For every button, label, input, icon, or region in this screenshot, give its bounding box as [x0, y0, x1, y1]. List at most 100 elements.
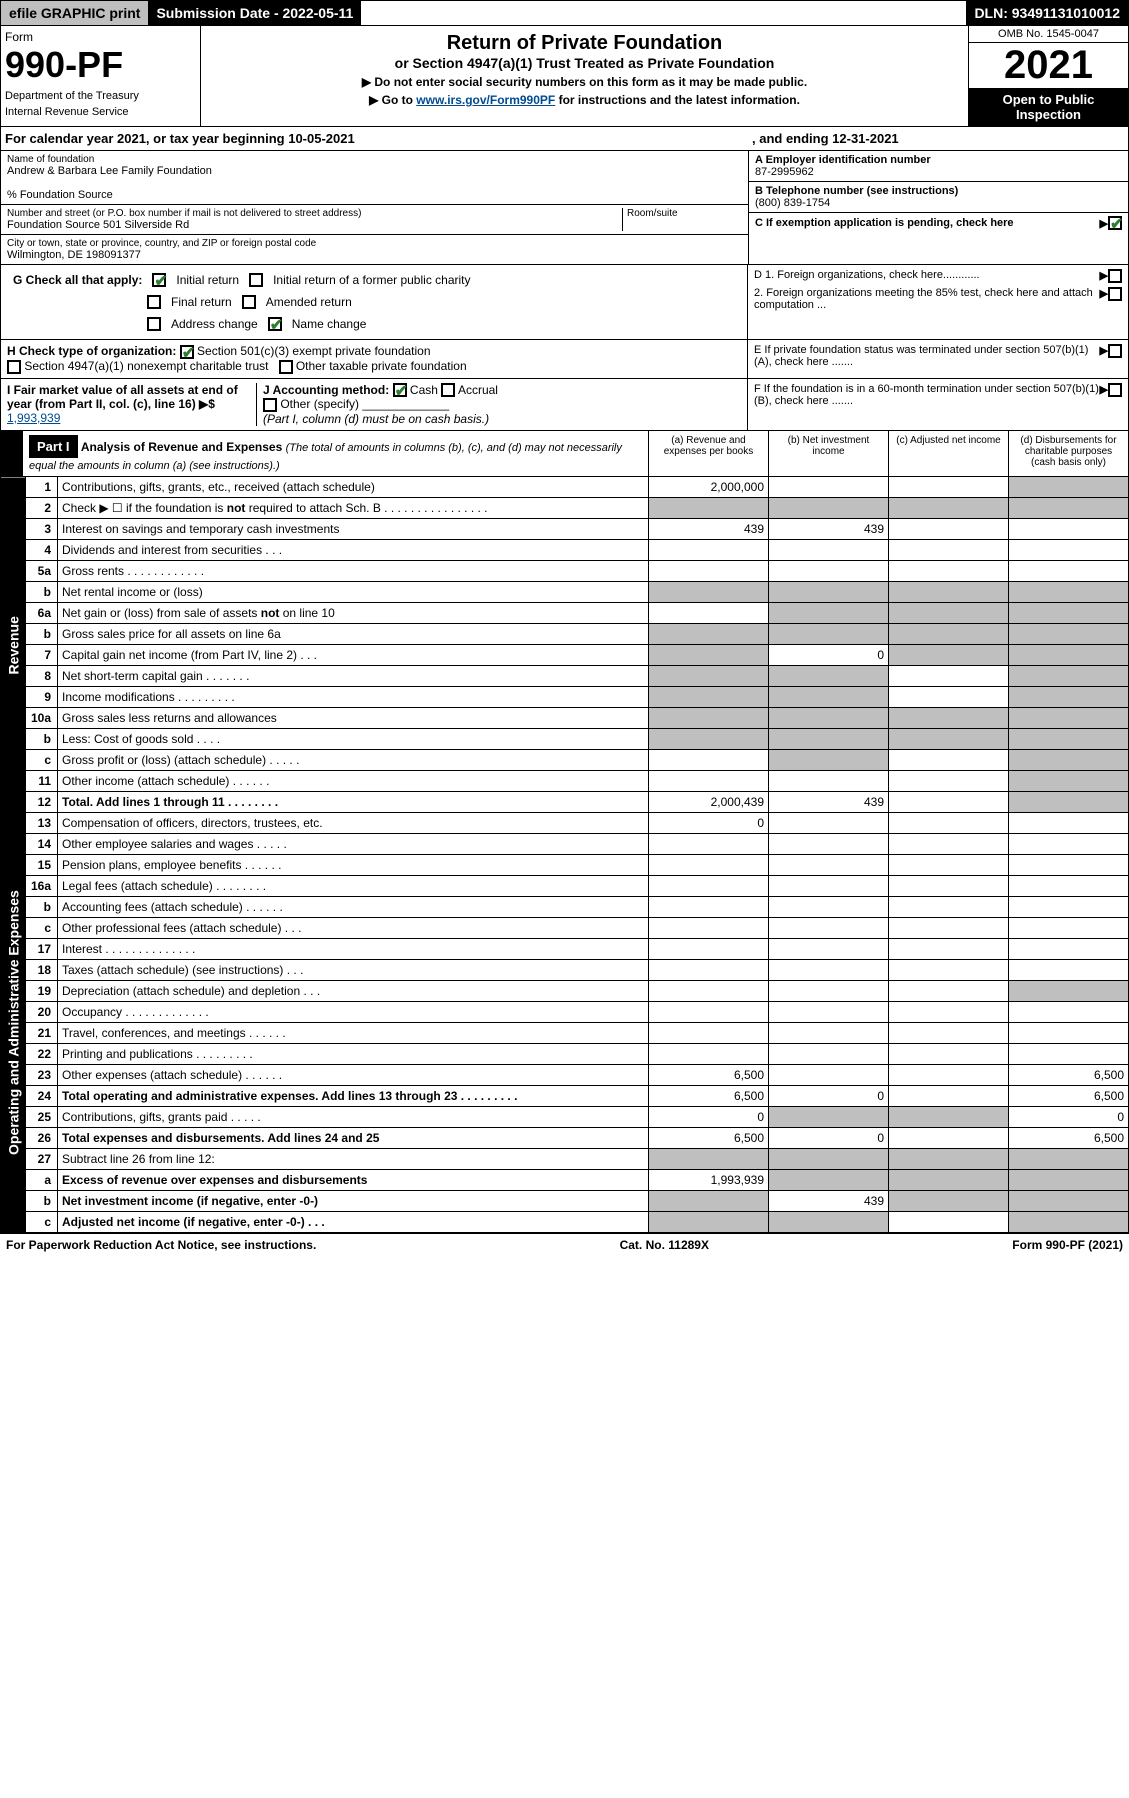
row-number: 13	[26, 813, 58, 834]
table-row: bAccounting fees (attach schedule) . . .…	[1, 897, 1129, 918]
table-row: 26Total expenses and disbursements. Add …	[1, 1128, 1129, 1149]
row-description: Other income (attach schedule) . . . . .…	[58, 771, 649, 792]
c-pending-checkbox[interactable]	[1108, 216, 1122, 230]
d2-label: 2. Foreign organizations meeting the 85%…	[754, 287, 1100, 311]
value-cell	[889, 876, 1009, 897]
row-description: Accounting fees (attach schedule) . . . …	[58, 897, 649, 918]
table-row: 27Subtract line 26 from line 12:	[1, 1149, 1129, 1170]
value-cell	[1009, 498, 1129, 519]
value-cell	[649, 1149, 769, 1170]
value-cell: 0	[769, 1086, 889, 1107]
part1-table: Revenue1Contributions, gifts, grants, et…	[0, 477, 1129, 1233]
value-cell	[649, 561, 769, 582]
h-501c3-checkbox[interactable]	[180, 345, 194, 359]
j-other-label: Other (specify)	[280, 397, 359, 411]
phone-label: B Telephone number (see instructions)	[755, 185, 1122, 197]
i-value[interactable]: 1,993,939	[7, 411, 60, 425]
h-4947-checkbox[interactable]	[7, 360, 21, 374]
top-bar: efile GRAPHIC print Submission Date - 20…	[0, 0, 1129, 26]
row-number: 22	[26, 1044, 58, 1065]
d1-checkbox[interactable]	[1108, 269, 1122, 283]
value-cell	[889, 477, 1009, 498]
city-label: City or town, state or province, country…	[7, 238, 742, 249]
value-cell	[889, 897, 1009, 918]
value-cell	[649, 540, 769, 561]
row-number: 19	[26, 981, 58, 1002]
value-cell: 0	[649, 1107, 769, 1128]
j-cash-checkbox[interactable]	[393, 383, 407, 397]
row-description: Contributions, gifts, grants, etc., rece…	[58, 477, 649, 498]
value-cell: 0	[1009, 1107, 1129, 1128]
initial-return-label: Initial return	[176, 273, 239, 287]
value-cell	[1009, 855, 1129, 876]
efile-label[interactable]: efile GRAPHIC print	[1, 1, 148, 25]
form990pf-link[interactable]: www.irs.gov/Form990PF	[416, 93, 555, 107]
row-number: 17	[26, 939, 58, 960]
form-number: 990-PF	[5, 44, 196, 86]
arrow-icon: ▶	[1100, 287, 1108, 311]
j-accrual-checkbox[interactable]	[441, 383, 455, 397]
value-cell	[1009, 645, 1129, 666]
table-row: Revenue1Contributions, gifts, grants, et…	[1, 477, 1129, 498]
table-row: 16aLegal fees (attach schedule) . . . . …	[1, 876, 1129, 897]
name-change-checkbox[interactable]	[268, 317, 282, 331]
arrow-icon: ▶	[1100, 383, 1108, 427]
row-description: Other professional fees (attach schedule…	[58, 918, 649, 939]
expenses-side-label: Operating and Administrative Expenses	[1, 813, 26, 1233]
row-description: Depreciation (attach schedule) and deple…	[58, 981, 649, 1002]
e-checkbox[interactable]	[1108, 344, 1122, 358]
value-cell	[1009, 708, 1129, 729]
value-cell	[769, 771, 889, 792]
value-cell	[769, 1170, 889, 1191]
row-description: Net investment income (if negative, ente…	[58, 1191, 649, 1212]
initial-return-checkbox[interactable]	[152, 273, 166, 287]
value-cell	[769, 687, 889, 708]
value-cell	[649, 1044, 769, 1065]
value-cell	[769, 1149, 889, 1170]
value-cell: 2,000,000	[649, 477, 769, 498]
value-cell	[649, 1002, 769, 1023]
value-cell	[769, 750, 889, 771]
value-cell: 0	[769, 645, 889, 666]
value-cell	[769, 834, 889, 855]
amended-return-checkbox[interactable]	[242, 295, 256, 309]
row-number: 8	[26, 666, 58, 687]
value-cell	[889, 498, 1009, 519]
value-cell	[1009, 603, 1129, 624]
value-cell: 6,500	[649, 1065, 769, 1086]
value-cell	[649, 1212, 769, 1233]
value-cell	[1009, 939, 1129, 960]
initial-former-checkbox[interactable]	[249, 273, 263, 287]
final-return-checkbox[interactable]	[147, 295, 161, 309]
j-other-checkbox[interactable]	[263, 398, 277, 412]
h-other-checkbox[interactable]	[279, 360, 293, 374]
h-label: H Check type of organization:	[7, 344, 176, 358]
col-a-head: (a) Revenue and expenses per books	[648, 431, 768, 476]
f-checkbox[interactable]	[1108, 383, 1122, 397]
table-row: bLess: Cost of goods sold . . . .	[1, 729, 1129, 750]
d1-label: D 1. Foreign organizations, check here..…	[754, 269, 1100, 283]
value-cell	[649, 876, 769, 897]
footer-left: For Paperwork Reduction Act Notice, see …	[6, 1238, 316, 1252]
row-number: 23	[26, 1065, 58, 1086]
omb-number: OMB No. 1545-0047	[969, 26, 1128, 43]
e-label: E If private foundation status was termi…	[754, 344, 1100, 374]
d2-checkbox[interactable]	[1108, 287, 1122, 301]
ein-label: A Employer identification number	[755, 154, 1122, 166]
table-row: 24Total operating and administrative exp…	[1, 1086, 1129, 1107]
form-label: Form	[5, 30, 196, 44]
instr2-prefix: ▶ Go to	[369, 93, 416, 107]
j-accrual-label: Accrual	[458, 383, 498, 397]
value-cell	[649, 666, 769, 687]
address-change-checkbox[interactable]	[147, 317, 161, 331]
address-label: Number and street (or P.O. box number if…	[7, 208, 622, 219]
value-cell	[649, 918, 769, 939]
value-cell	[769, 1023, 889, 1044]
value-cell	[889, 939, 1009, 960]
dln-label: DLN: 93491131010012	[966, 1, 1128, 25]
part1-header-row: Part I Analysis of Revenue and Expenses …	[0, 431, 1129, 477]
value-cell	[889, 561, 1009, 582]
value-cell	[769, 708, 889, 729]
table-row: 14Other employee salaries and wages . . …	[1, 834, 1129, 855]
value-cell	[889, 582, 1009, 603]
